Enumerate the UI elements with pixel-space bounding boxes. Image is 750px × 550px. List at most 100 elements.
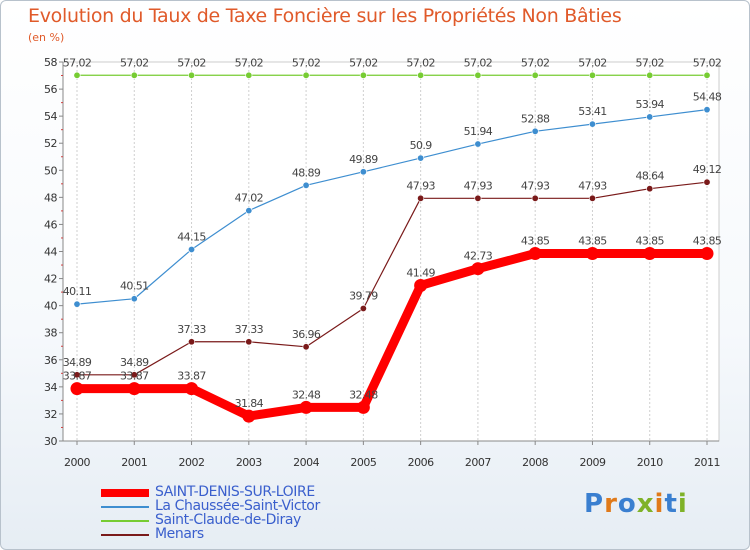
data-label: 43.85 <box>521 235 550 248</box>
data-point <box>474 71 482 79</box>
data-label: 32.48 <box>349 388 378 401</box>
data-point <box>588 120 596 128</box>
chart-subtitle: (en %) <box>28 31 65 44</box>
data-label: 47.93 <box>406 179 435 192</box>
y-tick-label: 52 <box>44 137 57 150</box>
data-point <box>703 71 711 79</box>
data-point <box>585 247 599 261</box>
proxiti-logo: Proxiti <box>584 489 688 519</box>
y-tick-label: 56 <box>44 83 57 96</box>
data-label: 48.89 <box>292 166 321 179</box>
data-point <box>299 400 313 414</box>
data-label: 50.9 <box>410 139 433 152</box>
y-tick-label: 36 <box>44 354 57 367</box>
data-point <box>130 295 138 303</box>
data-label: 57.02 <box>635 56 664 69</box>
x-tick-label: 2002 <box>179 456 205 469</box>
y-tick-label: 44 <box>44 246 57 259</box>
data-label: 43.85 <box>578 235 607 248</box>
logo-letter: o <box>617 489 637 519</box>
data-label: 57.02 <box>177 56 206 69</box>
data-point <box>474 194 482 202</box>
data-point <box>70 382 84 396</box>
data-label: 49.12 <box>693 163 722 176</box>
data-point <box>528 247 542 261</box>
y-tick-label: 42 <box>44 273 57 286</box>
data-label: 47.02 <box>235 192 264 205</box>
legend-swatch <box>101 506 149 508</box>
data-point <box>471 262 485 276</box>
legend-swatch <box>101 534 149 536</box>
data-point <box>700 247 714 261</box>
data-label: 57.02 <box>578 56 607 69</box>
legend-label: Menars <box>155 526 204 542</box>
data-point <box>703 178 711 186</box>
y-tick-label: 46 <box>44 218 57 231</box>
x-tick-label: 2003 <box>236 456 262 469</box>
data-point <box>359 168 367 176</box>
data-point <box>73 371 81 379</box>
data-label: 47.93 <box>578 179 607 192</box>
data-label: 57.02 <box>406 56 435 69</box>
data-point <box>414 278 428 292</box>
data-point <box>646 185 654 193</box>
y-tick-label: 34 <box>44 381 57 394</box>
data-point <box>245 71 253 79</box>
data-label: 53.94 <box>635 98 664 111</box>
data-label: 57.02 <box>120 56 149 69</box>
data-label: 53.41 <box>578 105 607 118</box>
y-tick-label: 30 <box>44 435 57 448</box>
data-point <box>245 338 253 346</box>
data-label: 39.79 <box>349 289 378 302</box>
series-line-0 <box>77 249 707 421</box>
data-point <box>703 106 711 114</box>
data-point <box>245 207 253 215</box>
data-point <box>73 71 81 79</box>
data-point <box>531 127 539 135</box>
data-label: 36.96 <box>292 328 321 341</box>
data-label: 37.33 <box>235 323 264 336</box>
data-label: 40.11 <box>63 285 92 298</box>
data-label: 43.85 <box>693 235 722 248</box>
data-point <box>646 71 654 79</box>
data-point <box>185 382 199 396</box>
data-point <box>588 71 596 79</box>
y-tick-label: 38 <box>44 327 57 340</box>
data-label: 51.94 <box>464 125 493 138</box>
x-tick-label: 2008 <box>522 456 548 469</box>
data-point <box>302 181 310 189</box>
data-label: 49.89 <box>349 153 378 166</box>
data-label: 57.02 <box>521 56 550 69</box>
chart-title: Evolution du Taux de Taxe Foncière sur l… <box>28 5 622 27</box>
data-point <box>302 71 310 79</box>
series-line-1 <box>76 109 708 305</box>
data-point <box>188 338 196 346</box>
data-label: 48.64 <box>635 170 664 183</box>
logo-letter: i <box>677 489 688 519</box>
y-tick-label: 40 <box>44 300 57 313</box>
data-point <box>130 71 138 79</box>
data-label: 34.89 <box>63 356 92 369</box>
data-point <box>417 71 425 79</box>
data-label: 57.02 <box>349 56 378 69</box>
data-label: 40.51 <box>120 280 149 293</box>
data-label: 47.93 <box>464 179 493 192</box>
y-tick-label: 32 <box>44 408 57 421</box>
data-point <box>417 194 425 202</box>
data-label: 33.87 <box>63 370 92 383</box>
data-label: 57.02 <box>693 56 722 69</box>
y-tick-label: 50 <box>44 164 57 177</box>
data-point <box>359 304 367 312</box>
legend-label: La Chaussée-Saint-Victor <box>155 498 320 514</box>
data-point <box>130 371 138 379</box>
data-label: 54.48 <box>693 91 722 104</box>
data-point <box>242 409 256 423</box>
data-point <box>531 71 539 79</box>
data-label: 33.87 <box>177 370 206 383</box>
data-label: 57.02 <box>292 56 321 69</box>
data-point <box>356 400 370 414</box>
data-point <box>417 154 425 162</box>
data-label: 37.33 <box>177 323 206 336</box>
